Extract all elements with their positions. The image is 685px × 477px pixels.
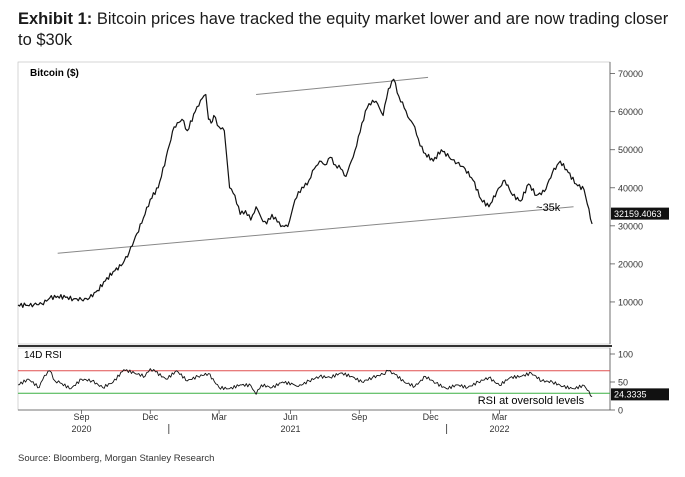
- title-text: Bitcoin prices have tracked the equity m…: [18, 10, 669, 49]
- source-note: Source: Bloomberg, Morgan Stanley Resear…: [18, 453, 215, 464]
- price-last-value: 32159.4063: [614, 209, 662, 219]
- price-y-tick-label: 70000: [618, 69, 643, 79]
- price-y-tick-label: 20000: [618, 259, 643, 269]
- rsi-panel-label: 14D RSI: [24, 350, 62, 361]
- x-tick-month: Mar: [492, 412, 508, 422]
- annotation-rsi-oversold: RSI at oversold levels: [478, 395, 585, 407]
- price-y-tick-label: 40000: [618, 183, 643, 193]
- x-tick-month: Dec: [423, 412, 440, 422]
- rsi-y-tick-label: 0: [618, 406, 623, 416]
- x-tick-month: Dec: [142, 412, 159, 422]
- price-panel-label: Bitcoin ($): [30, 68, 79, 79]
- price-y-tick-label: 50000: [618, 145, 643, 155]
- x-tick-month: Jun: [283, 412, 298, 422]
- price-last-value-badge: 32159.4063: [611, 207, 669, 220]
- bitcoin-chart: Bitcoin ($) 14D RSI 10000 20000 30000 40000…: [17, 61, 669, 434]
- x-tick-year: 2022: [489, 424, 509, 434]
- rsi-y-tick-label: 50: [618, 378, 628, 388]
- trend-line-upper: [256, 76, 429, 96]
- annotation-35k: ~35k: [536, 202, 561, 214]
- rsi-y-tick-label: 100: [618, 350, 633, 360]
- rsi-last-value: 24.3335: [614, 390, 647, 400]
- price-last-value-badge-bg: [611, 207, 669, 220]
- x-tick-month: Sep: [73, 412, 89, 422]
- x-tick-year: 2020: [71, 424, 91, 434]
- trend-line-lower: [57, 206, 574, 254]
- rsi-last-value-badge: 24.3335: [611, 388, 669, 401]
- rsi-line: [17, 368, 593, 398]
- rsi-last-value-badge-bg: [611, 388, 669, 401]
- x-tick-month: Sep: [351, 412, 367, 422]
- x-tick-year: 2021: [280, 424, 300, 434]
- x-tick-month: Mar: [211, 412, 227, 422]
- price-y-tick-label: 30000: [618, 221, 643, 231]
- price-panel-frame: [17, 61, 611, 345]
- price-y-tick-label: 60000: [618, 107, 643, 117]
- bitcoin-price-line: [17, 78, 593, 308]
- price-y-tick-label: 10000: [618, 297, 643, 307]
- exhibit-label: Exhibit 1:: [18, 10, 93, 28]
- chart-title: Exhibit 1: Bitcoin prices have tracked t…: [18, 9, 678, 51]
